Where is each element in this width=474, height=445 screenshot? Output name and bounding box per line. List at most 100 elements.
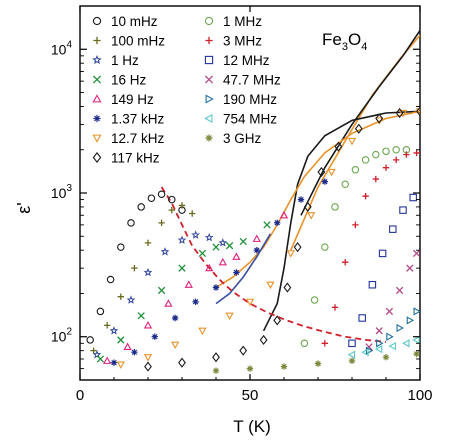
point-12-3 bbox=[396, 323, 404, 333]
point-7-5 bbox=[273, 315, 282, 326]
series-8 bbox=[300, 145, 411, 348]
legend-label-11: 47.7 MHz bbox=[223, 73, 281, 88]
point-4-5 bbox=[205, 263, 214, 272]
point-9-5 bbox=[372, 175, 379, 183]
plot-area bbox=[79, 5, 421, 381]
legend-marker-5 bbox=[93, 114, 101, 123]
point-1-3 bbox=[131, 264, 138, 272]
point-9-8 bbox=[403, 151, 410, 158]
legend-label-5: 1.37 kHz bbox=[111, 112, 165, 127]
x-tick-label: 0 bbox=[76, 387, 84, 404]
point-10-1 bbox=[358, 314, 366, 322]
compound-annotation: Fe3O4 bbox=[322, 30, 367, 53]
point-9-7 bbox=[393, 156, 400, 164]
legend-label-1: 100 mHz bbox=[111, 34, 165, 49]
point-13-0 bbox=[347, 350, 356, 359]
y-tick-label: 102 bbox=[51, 327, 73, 345]
point-9-0 bbox=[321, 340, 328, 347]
point-14-4 bbox=[348, 357, 356, 364]
legend-marker-2 bbox=[92, 55, 102, 65]
legend-item: 149 Hz bbox=[92, 92, 154, 107]
point-1-2 bbox=[117, 293, 124, 300]
legend-marker-7 bbox=[92, 152, 102, 163]
legend-item: 10 mHz bbox=[92, 14, 158, 29]
legend-label-10: 12 MHz bbox=[223, 53, 270, 68]
point-13-3 bbox=[388, 342, 396, 351]
series-1 bbox=[90, 202, 196, 354]
point-9-6 bbox=[382, 164, 390, 171]
legend-label-12: 190 MHz bbox=[223, 92, 277, 107]
point-10-5 bbox=[399, 206, 407, 214]
point-11-5 bbox=[412, 249, 420, 258]
point-4-2 bbox=[143, 321, 153, 329]
point-5-3 bbox=[172, 314, 179, 322]
point-6-8 bbox=[307, 212, 316, 220]
point-8-3 bbox=[331, 203, 339, 211]
point-5-10 bbox=[321, 178, 328, 185]
point-7-1 bbox=[178, 357, 186, 368]
axes: 0 50 100 102 103 104 bbox=[51, 5, 433, 404]
point-2-1 bbox=[109, 326, 119, 335]
point-7-8 bbox=[303, 201, 312, 213]
data-marks bbox=[86, 30, 420, 374]
point-2-8 bbox=[218, 238, 228, 247]
legend-marker-11 bbox=[204, 75, 214, 84]
point-7-9 bbox=[317, 166, 326, 178]
point-0-7 bbox=[157, 190, 166, 199]
point-2-2 bbox=[126, 295, 136, 304]
point-7-10 bbox=[334, 141, 343, 152]
legend-item: 754 MHz bbox=[204, 112, 277, 127]
point-7-11 bbox=[354, 123, 363, 134]
legend: 10 mHz 100 mHz 1 Hz 16 Hz 149 Hz 1.37 kHz 12.7… bbox=[92, 14, 281, 166]
point-13-5 bbox=[412, 335, 420, 345]
legend-marker-0 bbox=[92, 16, 102, 26]
point-14-6 bbox=[413, 350, 420, 358]
legend-item: 47.7 MHz bbox=[204, 73, 281, 88]
point-14-5 bbox=[382, 354, 390, 361]
point-4-7 bbox=[232, 252, 241, 260]
point-2-4 bbox=[160, 247, 170, 256]
y-tick-label: 103 bbox=[51, 183, 73, 201]
point-6-4 bbox=[225, 312, 234, 321]
point-7-6 bbox=[283, 282, 292, 293]
point-1-0 bbox=[90, 347, 97, 354]
point-6-3 bbox=[198, 327, 207, 336]
point-5-5 bbox=[212, 284, 220, 291]
legend-item: 12.7 kHz bbox=[92, 131, 165, 146]
legend-item: 16 Hz bbox=[92, 73, 147, 88]
point-0-8 bbox=[168, 195, 176, 204]
point-9-3 bbox=[352, 221, 359, 229]
point-1-1 bbox=[104, 322, 111, 329]
series-12 bbox=[365, 307, 420, 355]
point-11-1 bbox=[375, 327, 383, 335]
point-4-0 bbox=[103, 356, 112, 364]
point-5-2 bbox=[151, 333, 158, 340]
point-6-13 bbox=[415, 108, 420, 116]
point-3-9 bbox=[263, 221, 271, 229]
legend-label-9: 3 MHz bbox=[223, 34, 262, 49]
fit-line-4 bbox=[215, 233, 272, 305]
legend-label-7: 117 kHz bbox=[111, 151, 160, 166]
point-5-8 bbox=[274, 219, 281, 226]
point-6-1 bbox=[143, 354, 153, 362]
point-2-5 bbox=[177, 235, 187, 244]
legend-marker-6 bbox=[92, 134, 102, 143]
legend-marker-4 bbox=[92, 94, 102, 103]
point-3-4 bbox=[178, 264, 186, 272]
point-8-8 bbox=[382, 147, 390, 156]
point-13-2 bbox=[374, 344, 383, 354]
point-6-9 bbox=[327, 168, 336, 177]
series-13 bbox=[347, 335, 420, 359]
legend-label-13: 754 MHz bbox=[223, 112, 277, 127]
point-1-4 bbox=[144, 239, 152, 247]
point-10-6 bbox=[409, 193, 417, 202]
point-12-5 bbox=[413, 307, 420, 316]
point-5-4 bbox=[192, 298, 199, 305]
series-11 bbox=[365, 249, 420, 351]
point-13-1 bbox=[361, 348, 369, 357]
point-9-9 bbox=[413, 149, 420, 157]
point-8-7 bbox=[372, 150, 380, 159]
point-4-1 bbox=[123, 342, 132, 350]
point-4-4 bbox=[184, 280, 193, 288]
